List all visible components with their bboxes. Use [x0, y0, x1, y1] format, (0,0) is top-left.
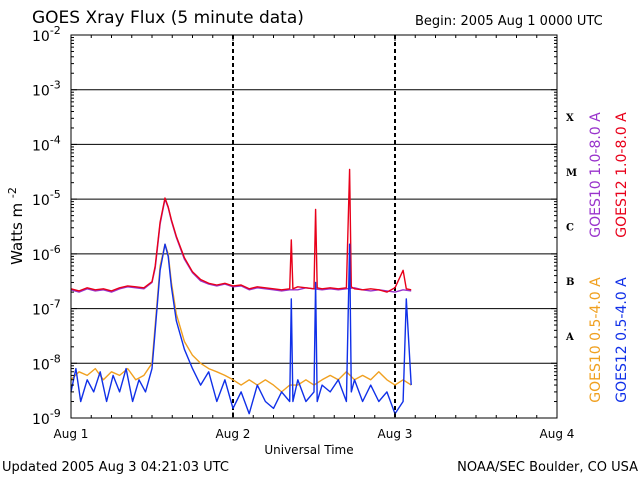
chart-series — [70, 168, 412, 415]
series-line — [70, 243, 412, 415]
series-line — [70, 168, 412, 293]
flare-class-label: C — [566, 223, 574, 234]
x-axis: Aug 1 Aug 2 Aug 3 Aug 4 — [54, 35, 575, 441]
legend-entry: GOES12 1.0-8.0 A — [614, 112, 630, 238]
y-tick-label: 10-2 — [32, 24, 61, 45]
legend-entry: GOES12 0.5-4.0 A — [614, 277, 630, 403]
y-axis-label: Watts m -2 — [6, 187, 26, 265]
flare-class-label: M — [566, 168, 577, 179]
y-tick-label: 10-9 — [32, 407, 61, 428]
legend-entry: GOES10 0.5-4.0 A — [588, 277, 604, 403]
y-tick-label: 10-6 — [32, 243, 61, 264]
legend: GOES10 1.0-8.0 A GOES12 1.0-8.0 A GOES10 0… — [588, 112, 630, 403]
begin-time-label: Begin: 2005 Aug 1 0000 UTC — [415, 14, 603, 29]
flare-class-labels: X M C B A — [565, 113, 577, 343]
y-tick-label: 10-7 — [32, 298, 61, 319]
y-tick-label: 10-4 — [32, 133, 61, 154]
series-line — [70, 243, 412, 393]
flare-class-label: X — [566, 113, 574, 124]
flare-class-label: A — [565, 332, 574, 343]
x-axis-label: Universal Time — [264, 443, 353, 457]
updated-timestamp: Updated 2005 Aug 3 04:21:03 UTC — [2, 460, 229, 475]
x-tick-label: Aug 3 — [378, 427, 413, 441]
flare-class-label: B — [566, 277, 574, 288]
y-tick-label: 10-3 — [32, 79, 61, 100]
x-tick-label: Aug 4 — [540, 427, 575, 441]
y-tick-label: 10-8 — [32, 352, 61, 373]
x-tick-label: Aug 2 — [216, 427, 251, 441]
credit-label: NOAA/SEC Boulder, CO USA — [457, 460, 638, 475]
y-axis: 10-2 10-3 10-4 10-5 10-6 10-7 10-8 10-9 — [32, 24, 557, 428]
series-line — [70, 198, 412, 293]
y-tick-label: 10-5 — [32, 188, 61, 209]
chart-title: GOES Xray Flux (5 minute data) — [32, 8, 304, 28]
legend-entry: GOES10 1.0-8.0 A — [588, 112, 604, 238]
x-tick-label: Aug 1 — [54, 427, 89, 441]
